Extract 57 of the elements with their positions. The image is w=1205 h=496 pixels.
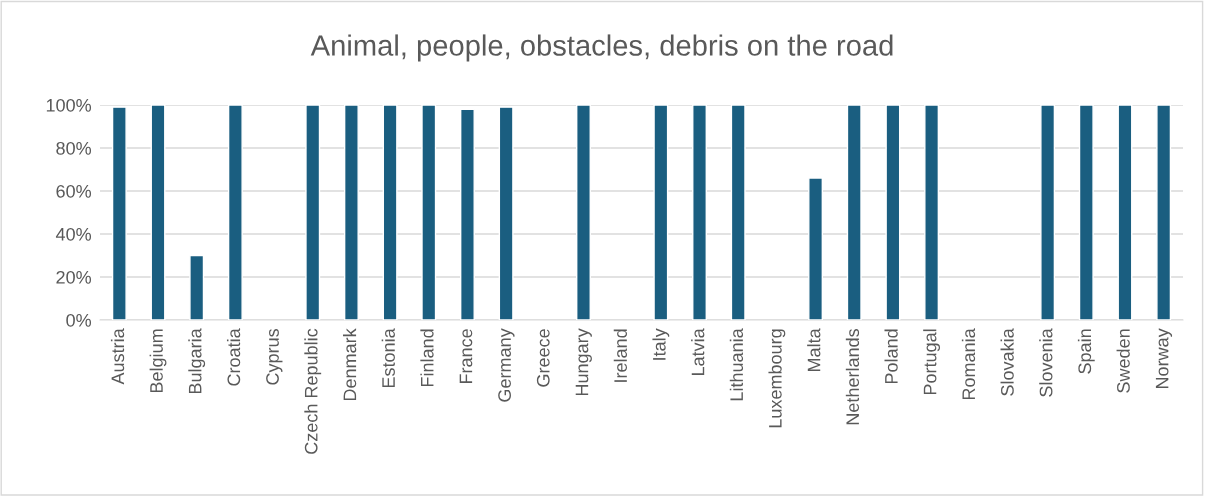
- bar: [111, 106, 127, 320]
- y-tick-label: 80%: [56, 141, 92, 155]
- x-tick-label: Austria: [110, 328, 125, 385]
- x-tick-label: Romania: [961, 328, 976, 400]
- y-tick-label: 100%: [46, 98, 92, 112]
- x-tick-label: Malta: [807, 328, 821, 371]
- bar: [653, 105, 669, 320]
- y-tick-label: 20%: [56, 270, 92, 284]
- bar: [576, 105, 591, 320]
- bar: [305, 105, 321, 320]
- x-tick-label: Belgium: [149, 329, 167, 393]
- x-tick-label: Portugal: [923, 329, 940, 395]
- bar: [343, 105, 359, 320]
- x-tick-label: France: [459, 329, 473, 384]
- bar: [498, 106, 514, 320]
- x-tick-label: Poland: [884, 329, 898, 384]
- x-tick-label: Cyprus: [266, 328, 283, 385]
- chart-title: Animal, people, obstacles, debris on the road: [310, 34, 893, 62]
- bar: [1078, 105, 1094, 320]
- x-tick-label: Croatia: [226, 328, 241, 386]
- x-tick-label: Latvia: [691, 328, 705, 376]
- bar: [459, 108, 475, 320]
- bar: [189, 254, 205, 320]
- x-tick-label: Finland: [420, 329, 434, 387]
- bar: [885, 105, 901, 320]
- bar: [1117, 105, 1133, 320]
- bar: [150, 105, 166, 320]
- x-tick-label: Spain: [1077, 329, 1095, 374]
- x-tick-label: Hungary: [575, 328, 592, 396]
- bar: [421, 105, 437, 320]
- x-tick-label: Sweden: [1116, 329, 1130, 393]
- x-tick-label: Lithuania: [729, 328, 744, 401]
- x-tick-label: Slovakia: [1000, 328, 1014, 396]
- bar: [382, 105, 398, 320]
- y-tick-label: 40%: [55, 227, 92, 241]
- x-tick-label: Denmark: [343, 328, 357, 401]
- x-tick-label: Bulgaria: [188, 328, 206, 394]
- bar: [808, 177, 824, 320]
- x-tick-label: Slovenia: [1039, 328, 1053, 397]
- x-tick-label: Luxembourg: [768, 329, 786, 428]
- x-tick-label: Norway: [1155, 328, 1173, 389]
- bar: [1156, 105, 1172, 320]
- x-tick-label: Germany: [498, 328, 515, 402]
- bar: [730, 105, 746, 320]
- bar: [846, 105, 862, 320]
- x-tick-label: Netherlands: [845, 328, 860, 425]
- bar: [692, 105, 707, 320]
- x-tick-label: Czech Republic: [304, 328, 322, 454]
- bar: [227, 105, 243, 320]
- x-tick-label: Greece: [536, 329, 550, 387]
- x-tick-label: Italy: [652, 328, 670, 360]
- y-tick-label: 60%: [56, 184, 92, 198]
- bar: [924, 105, 940, 320]
- x-tick-label: Estonia: [381, 328, 395, 388]
- y-tick-label: 0%: [66, 313, 92, 327]
- x-tick-label: Ireland: [613, 329, 628, 382]
- bar: [1040, 105, 1056, 320]
